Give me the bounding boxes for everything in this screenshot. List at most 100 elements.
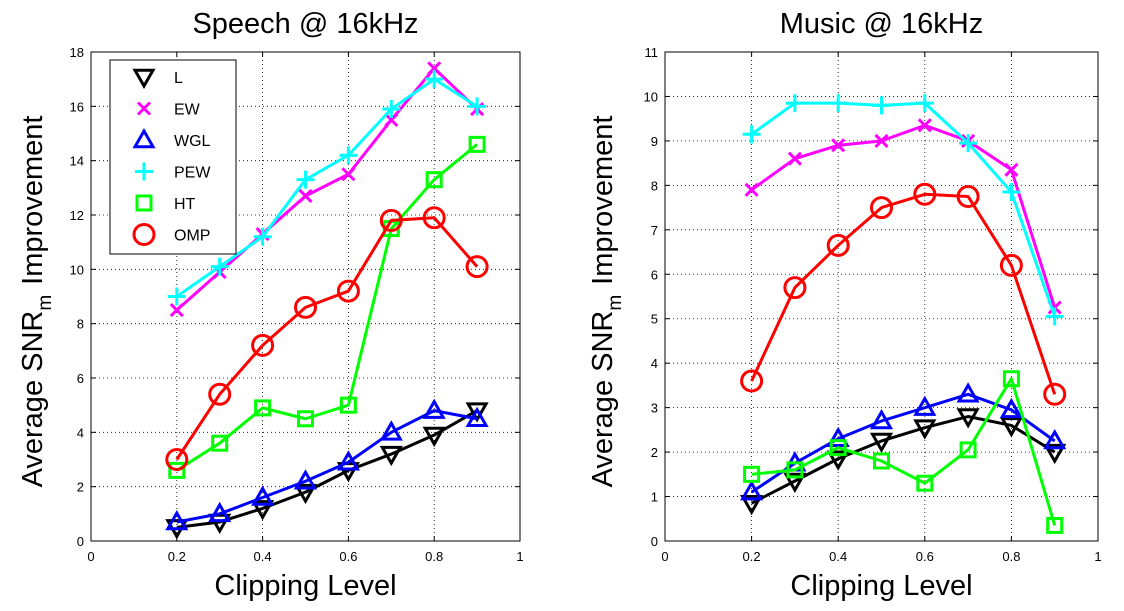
series-ht	[743, 370, 1064, 534]
x-tick-label: 0.4	[254, 549, 272, 564]
data-point	[999, 253, 1023, 277]
data-point	[874, 133, 889, 148]
series-pew	[742, 94, 1064, 326]
x-axis-label: Clipping Level	[790, 570, 972, 602]
y-tick-label: 9	[651, 134, 658, 149]
x-tick-label: 0.6	[339, 549, 357, 564]
data-point	[783, 276, 807, 300]
y-axis-label-suffix: Improvement	[587, 116, 619, 285]
axes-box	[664, 51, 1099, 542]
series-line	[175, 77, 478, 298]
data-point	[1002, 183, 1021, 202]
data-point	[956, 382, 980, 403]
data-point	[1045, 307, 1064, 326]
y-tick-label: 0	[651, 534, 658, 549]
y-tick-label: 6	[77, 371, 84, 386]
y-tick-label: 2	[651, 445, 658, 460]
data-point	[254, 399, 272, 417]
data-point	[785, 94, 804, 113]
data-point	[956, 184, 980, 208]
legend-item-ht: HT	[135, 194, 196, 213]
data-point	[913, 182, 937, 206]
legend-marker	[136, 101, 152, 116]
legend-marker	[132, 68, 156, 90]
y-tick-label: 0	[77, 534, 84, 549]
series-line	[750, 392, 1056, 494]
data-point	[425, 70, 444, 89]
data-point	[917, 118, 932, 133]
x-axis-label: Clipping Level	[214, 570, 396, 602]
legend-marker	[135, 194, 153, 212]
data-point	[336, 450, 360, 471]
data-point	[425, 171, 443, 189]
legend-label: HT	[174, 196, 196, 213]
data-point	[339, 396, 357, 414]
axes-box	[90, 51, 521, 542]
y-axis-label-suffix: Improvement	[17, 116, 49, 285]
data-point	[210, 257, 229, 276]
data-point	[165, 509, 189, 531]
data-point	[956, 408, 980, 429]
data-point	[293, 483, 318, 505]
data-point	[465, 406, 489, 427]
data-point	[297, 410, 314, 428]
x-tick-label: 0	[661, 549, 668, 564]
data-point	[826, 450, 850, 471]
data-point	[294, 295, 317, 319]
data-point	[787, 151, 802, 166]
legend-box	[109, 59, 237, 255]
data-point	[913, 419, 937, 440]
x-tick-label: 0.4	[829, 549, 847, 564]
legend-label: OMP	[174, 228, 210, 245]
x-tick-label: 0.2	[743, 549, 761, 564]
y-axis-label: Average SNRm Improvement	[587, 116, 626, 488]
data-point	[743, 465, 761, 483]
y-axis-label-main: Average SNR	[587, 311, 619, 488]
series-line	[750, 192, 1057, 395]
x-tick-label: 1	[516, 549, 523, 564]
series-omp	[740, 182, 1067, 406]
legend-marker	[132, 223, 156, 246]
data-point	[869, 408, 894, 430]
data-point	[1043, 382, 1067, 406]
data-point	[829, 94, 848, 113]
x-tick-label: 0	[87, 549, 94, 564]
legend-marker	[132, 127, 156, 149]
x-tick-label: 0.2	[168, 549, 186, 564]
legend-item-pew: PEW	[135, 162, 211, 182]
y-tick-label: 3	[651, 401, 658, 416]
legend: L EW WGL PEW HT OMP	[109, 59, 237, 255]
y-tick-label: 7	[651, 223, 658, 238]
data-point	[379, 420, 403, 441]
plot-title: Speech @ 16kHz	[192, 8, 418, 40]
data-point	[959, 134, 978, 153]
legend-label: EW	[174, 102, 201, 119]
data-point	[422, 206, 446, 230]
x-tick-label: 0.8	[1002, 549, 1020, 564]
data-point	[872, 96, 891, 115]
y-tick-label: 5	[651, 312, 658, 327]
series-wgl	[740, 382, 1067, 501]
y-axis-label-main: Average SNR	[17, 311, 49, 488]
data-point	[740, 494, 764, 516]
data-point	[915, 94, 934, 113]
y-tick-label: 8	[77, 317, 84, 332]
data-point	[465, 255, 489, 279]
y-tick-label: 8	[651, 178, 658, 193]
data-point	[786, 461, 804, 479]
data-point	[1043, 443, 1067, 465]
data-point	[1004, 162, 1019, 177]
data-point	[427, 61, 442, 76]
y-tick-label: 2	[77, 480, 84, 495]
y-tick-label: 11	[645, 45, 659, 60]
x-tick-label: 1	[1094, 549, 1101, 564]
data-point	[468, 135, 486, 153]
data-point	[296, 170, 315, 189]
data-point	[873, 452, 890, 470]
legend-item-omp: OMP	[132, 223, 210, 246]
series-omp	[165, 206, 489, 471]
data-point	[251, 485, 275, 506]
legend-label: PEW	[174, 165, 211, 182]
y-tick-label: 18	[70, 45, 84, 60]
